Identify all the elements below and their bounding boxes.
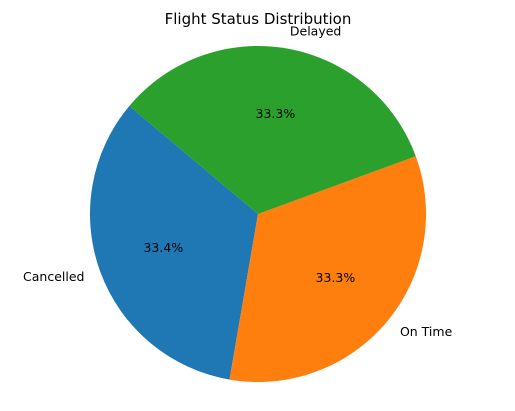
slice-percent-cancelled: 33.4%: [143, 240, 183, 255]
pie-labels: Cancelled 33.4% On Time 33.3% Delayed 33.3%: [23, 23, 453, 338]
pie-slice-delayed: [129, 45, 416, 214]
slice-label-delayed: Delayed: [290, 23, 341, 38]
slice-percent-delayed: 33.3%: [256, 106, 296, 121]
slice-label-on-time: On Time: [400, 324, 453, 339]
pie-slice-on-time: [229, 156, 426, 382]
pie-slices: [90, 45, 426, 382]
chart-title: Flight Status Distribution: [165, 10, 352, 28]
slice-percent-on-time: 33.3%: [316, 270, 356, 285]
slice-label-cancelled: Cancelled: [23, 269, 84, 284]
pie-slice-cancelled: [90, 106, 258, 380]
